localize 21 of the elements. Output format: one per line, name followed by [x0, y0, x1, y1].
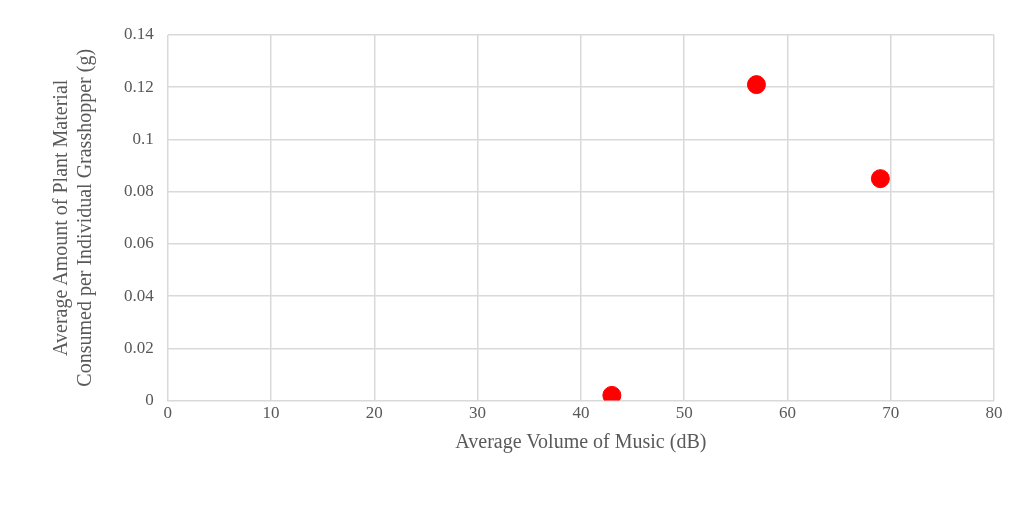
y-tick-label: 0.14 — [124, 24, 155, 44]
x-tick-label: 60 — [778, 403, 796, 423]
y-tick-label: 0.06 — [124, 233, 154, 253]
x-tick-label: 10 — [262, 403, 280, 423]
x-axis-title: Average Volume of Music (dB) — [455, 430, 707, 454]
x-tick-label: 80 — [985, 403, 1003, 423]
y-tick-label: 0.04 — [124, 285, 155, 305]
x-tick-label: 0 — [163, 403, 172, 423]
x-tick-label: 20 — [365, 403, 383, 423]
y-tick-label: 0.12 — [124, 76, 154, 96]
point — [870, 169, 890, 189]
y-tick-label: 0.08 — [124, 181, 154, 201]
x-tick-label: 40 — [572, 403, 590, 423]
x-tick-label: 70 — [882, 403, 900, 423]
x-tick-label: 30 — [469, 403, 487, 423]
point — [746, 75, 766, 95]
y-axis-title: Average Amount of Plant Material Consumed per Individual Grasshopper (g) — [49, 48, 97, 387]
y-tick-label: 0.1 — [132, 128, 154, 148]
x-tick-label: 50 — [675, 403, 693, 423]
y-tick-label: 0 — [145, 390, 154, 410]
y-tick-label: 0.02 — [124, 337, 154, 357]
